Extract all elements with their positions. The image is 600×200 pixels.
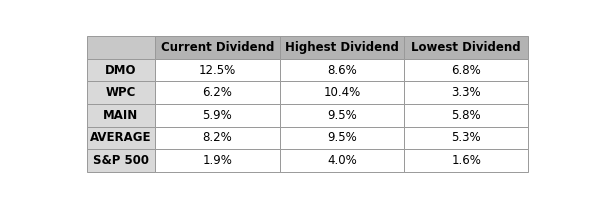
Text: 5.9%: 5.9% (203, 109, 232, 122)
Bar (155, 149, 280, 172)
Bar (404, 59, 529, 81)
Bar (280, 104, 404, 127)
Bar (86, 104, 155, 127)
Text: 5.8%: 5.8% (451, 109, 481, 122)
Bar (86, 149, 155, 172)
Bar (155, 81, 280, 104)
Text: Current Dividend: Current Dividend (161, 41, 274, 54)
Bar (86, 59, 155, 81)
Text: 10.4%: 10.4% (323, 86, 361, 99)
Bar (86, 36, 155, 59)
Bar (404, 104, 529, 127)
Text: Highest Dividend: Highest Dividend (285, 41, 399, 54)
Text: 12.5%: 12.5% (199, 64, 236, 77)
Bar (155, 59, 280, 81)
Text: 1.9%: 1.9% (202, 154, 232, 167)
Bar (404, 36, 529, 59)
Bar (280, 149, 404, 172)
Text: S&P 500: S&P 500 (93, 154, 149, 167)
Bar (155, 36, 280, 59)
Bar (404, 127, 529, 149)
Text: 9.5%: 9.5% (327, 131, 357, 144)
Text: 6.2%: 6.2% (202, 86, 232, 99)
Text: DMO: DMO (105, 64, 137, 77)
Text: 3.3%: 3.3% (451, 86, 481, 99)
Bar (280, 59, 404, 81)
Bar (404, 149, 529, 172)
Text: MAIN: MAIN (103, 109, 139, 122)
Bar (155, 127, 280, 149)
Bar (155, 104, 280, 127)
Text: 1.6%: 1.6% (451, 154, 481, 167)
Text: 5.3%: 5.3% (451, 131, 481, 144)
Bar (280, 36, 404, 59)
Text: 9.5%: 9.5% (327, 109, 357, 122)
Bar (86, 127, 155, 149)
Text: 6.8%: 6.8% (451, 64, 481, 77)
Bar (86, 81, 155, 104)
Text: Lowest Dividend: Lowest Dividend (412, 41, 521, 54)
Text: AVERAGE: AVERAGE (90, 131, 152, 144)
Text: 8.6%: 8.6% (327, 64, 357, 77)
Text: WPC: WPC (106, 86, 136, 99)
Text: 8.2%: 8.2% (203, 131, 232, 144)
Bar (404, 81, 529, 104)
Bar (280, 127, 404, 149)
Text: 4.0%: 4.0% (327, 154, 357, 167)
Bar (280, 81, 404, 104)
